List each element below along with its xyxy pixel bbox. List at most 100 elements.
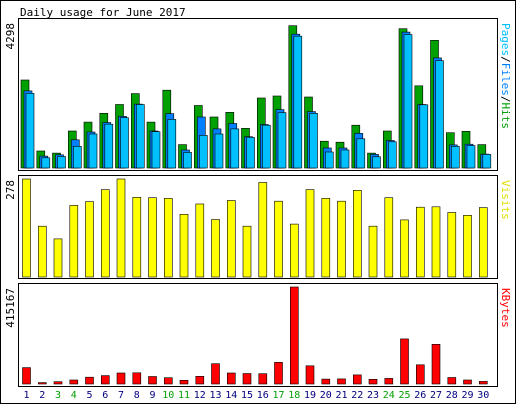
bar-pages-day-7 (120, 117, 129, 169)
day-label-8: 8 (134, 390, 140, 401)
bar-visits-day-14 (227, 200, 236, 278)
bar-kbytes-day-19 (305, 365, 315, 385)
legend-separator-1: / (499, 56, 512, 63)
day-label-10: 10 (162, 390, 174, 401)
bar-pages-day-30 (482, 154, 492, 169)
bar-kbytes-day-4 (69, 379, 79, 385)
bar-pages-day-3 (57, 156, 66, 169)
bar-kbytes-day-23 (368, 378, 378, 385)
bar-visits-day-8 (132, 197, 142, 278)
day-label-12: 12 (194, 390, 206, 401)
kbytes-panel-frame (18, 283, 498, 387)
day-label-7: 7 (118, 390, 124, 401)
day-label-1: 1 (23, 390, 29, 401)
bar-kbytes-day-17 (274, 361, 283, 385)
bar-visits-day-28 (447, 212, 457, 278)
day-label-18: 18 (288, 390, 300, 401)
bar-kbytes-day-15 (242, 373, 252, 385)
hits-legend: Pages/Files/Hits (499, 23, 512, 129)
bar-kbytes-day-8 (132, 372, 142, 385)
bar-kbytes-day-16 (258, 373, 268, 385)
bar-visits-day-12 (195, 203, 205, 278)
day-label-25: 25 (398, 390, 410, 401)
bar-pages-day-15 (246, 137, 255, 169)
day-label-16: 16 (257, 390, 269, 401)
bar-kbytes-day-5 (85, 376, 94, 385)
bar-kbytes-day-20 (321, 378, 331, 385)
bar-kbytes-day-22 (352, 374, 362, 385)
bar-visits-day-15 (242, 225, 252, 278)
bar-pages-day-16 (261, 124, 271, 169)
bar-kbytes-day-28 (447, 377, 457, 385)
bar-kbytes-day-25 (400, 338, 409, 385)
legend-files: Files (499, 63, 512, 96)
kbytes-bars (22, 286, 488, 385)
day-label-5: 5 (86, 390, 92, 401)
visits-legend: Visits (499, 180, 512, 220)
legend-pages: Pages (499, 23, 512, 56)
bar-kbytes-day-6 (101, 375, 110, 385)
bar-pages-day-20 (324, 151, 334, 169)
bar-pages-day-22 (356, 138, 366, 169)
day-label-23: 23 (367, 390, 379, 401)
bar-kbytes-day-1 (22, 367, 31, 385)
bar-kbytes-day-27 (431, 343, 441, 385)
bar-pages-day-23 (372, 156, 381, 169)
bar-pages-day-5 (88, 133, 98, 169)
bar-visits-day-26 (415, 206, 425, 278)
bar-pages-day-14 (230, 128, 240, 169)
day-label-2: 2 (39, 390, 45, 401)
visits-ymax-label: 278 (4, 180, 17, 200)
day-label-19: 19 (304, 390, 316, 401)
bar-pages-day-19 (309, 113, 318, 169)
bar-kbytes-day-2 (37, 382, 47, 385)
bar-visits-day-6 (101, 189, 110, 278)
bar-visits-day-18 (289, 223, 299, 278)
bar-visits-day-5 (85, 201, 94, 278)
kbytes-legend: KBytes (499, 288, 512, 328)
day-label-22: 22 (351, 390, 363, 401)
bar-pages-day-4 (73, 146, 82, 169)
bar-kbytes-day-13 (211, 363, 220, 385)
day-label-24: 24 (383, 390, 395, 401)
visits-bars (22, 178, 488, 278)
bar-visits-day-19 (305, 189, 315, 278)
day-label-30: 30 (477, 390, 489, 401)
bar-pages-day-26 (419, 104, 429, 169)
bar-pages-day-28 (450, 146, 460, 169)
bar-visits-day-29 (463, 215, 472, 278)
bar-pages-day-6 (104, 123, 114, 169)
bar-pages-day-1 (25, 93, 35, 169)
bar-visits-day-1 (22, 178, 31, 278)
day-label-11: 11 (178, 390, 190, 401)
bar-visits-day-10 (164, 198, 173, 278)
bar-kbytes-day-11 (179, 379, 189, 385)
bar-kbytes-day-26 (415, 364, 425, 385)
chart-title: Daily usage for June 2017 (20, 6, 186, 19)
bar-kbytes-day-12 (195, 375, 205, 385)
day-label-21: 21 (335, 390, 347, 401)
bar-pages-day-21 (340, 149, 350, 169)
day-label-26: 26 (414, 390, 426, 401)
bar-visits-day-2 (37, 225, 47, 278)
bar-pages-day-25 (403, 34, 413, 169)
day-label-27: 27 (430, 390, 442, 401)
day-label-20: 20 (320, 390, 332, 401)
day-label-17: 17 (272, 390, 284, 401)
legend-separator-2: / (499, 96, 512, 103)
bar-kbytes-day-10 (164, 377, 173, 385)
bar-visits-day-17 (274, 200, 283, 278)
bar-pages-day-11 (183, 152, 192, 169)
bar-visits-day-30 (478, 207, 488, 278)
day-label-3: 3 (55, 390, 61, 401)
bar-visits-day-24 (384, 197, 394, 278)
bar-visits-day-13 (211, 219, 220, 278)
bar-kbytes-day-7 (116, 372, 126, 385)
bar-visits-day-20 (321, 198, 331, 278)
bar-visits-day-21 (337, 200, 346, 278)
bar-visits-day-7 (116, 178, 126, 278)
bar-pages-day-29 (466, 145, 476, 169)
bar-visits-day-11 (179, 214, 189, 278)
bar-visits-day-16 (258, 182, 268, 278)
